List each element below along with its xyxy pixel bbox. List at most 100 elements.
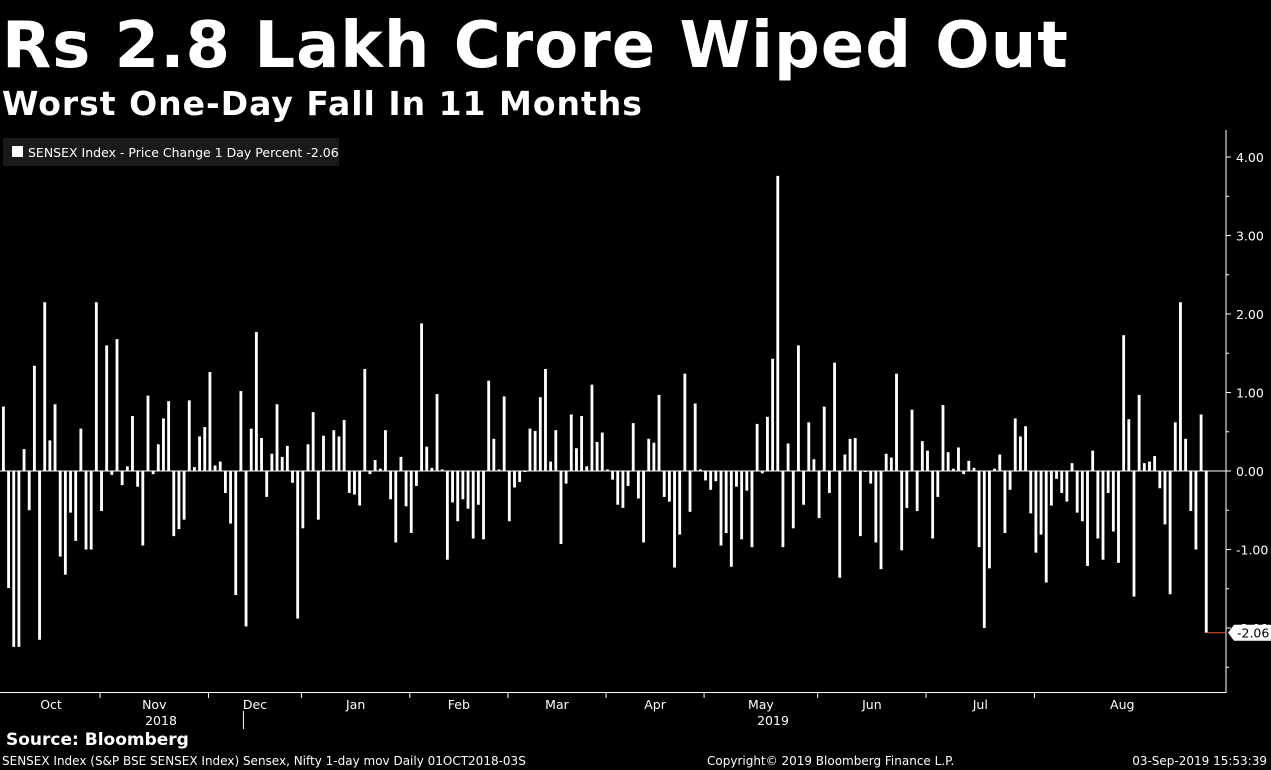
bar-40 xyxy=(208,372,212,471)
bar-160 xyxy=(827,471,831,493)
bar-81 xyxy=(420,323,423,471)
source-label: Source: Bloomberg xyxy=(6,730,189,750)
bar-105 xyxy=(544,368,547,471)
bar-3 xyxy=(17,471,21,647)
bar-83 xyxy=(430,467,434,471)
bar-202 xyxy=(1044,471,1048,583)
bar-48 xyxy=(249,428,253,471)
bar-37 xyxy=(193,467,196,471)
y-tick-label: 3.00 xyxy=(1236,229,1264,244)
bar-57 xyxy=(296,471,300,619)
bar-54 xyxy=(280,456,284,471)
bar-189 xyxy=(977,471,981,548)
bar-98 xyxy=(507,471,511,522)
bar-137 xyxy=(709,471,713,490)
bar-23 xyxy=(120,471,124,486)
bar-102 xyxy=(528,428,532,471)
bar-21 xyxy=(110,471,114,475)
bar-186 xyxy=(962,471,966,475)
bar-151 xyxy=(781,471,785,548)
bar-197 xyxy=(1018,436,1022,471)
bar-171 xyxy=(884,453,888,471)
bar-126 xyxy=(652,442,656,471)
bar-94 xyxy=(487,380,491,471)
bar-174 xyxy=(900,471,904,551)
bar-35 xyxy=(182,471,186,520)
bar-50 xyxy=(260,438,263,471)
bar-134 xyxy=(693,403,697,471)
bar-68 xyxy=(353,471,356,495)
bar-5 xyxy=(27,471,31,511)
bar-119 xyxy=(616,471,620,505)
bar-179 xyxy=(926,450,929,471)
bar-203 xyxy=(1049,471,1053,506)
bar-58 xyxy=(301,471,305,529)
last-value-label: -2.06 xyxy=(1237,626,1269,641)
bar-156 xyxy=(807,422,811,471)
bar-207 xyxy=(1070,463,1074,471)
bar-84 xyxy=(435,394,439,471)
bar-184 xyxy=(951,468,955,471)
bar-218 xyxy=(1127,419,1131,471)
bar-32 xyxy=(167,401,171,471)
bar-205 xyxy=(1060,471,1064,493)
axes-group: 4.003.002.001.000.00-1.00-2.00-2.06OctNo… xyxy=(0,130,1271,729)
bar-109 xyxy=(564,471,568,484)
bar-215 xyxy=(1111,471,1115,532)
bar-chart: 4.003.002.001.000.00-1.00-2.00-2.06OctNo… xyxy=(0,130,1271,729)
bar-148 xyxy=(766,416,769,471)
bar-33 xyxy=(172,471,176,537)
bar-53 xyxy=(275,404,279,471)
bar-225 xyxy=(1163,471,1167,525)
chart-subtitle: Worst One-Day Fall In 11 Months xyxy=(2,84,643,123)
bar-69 xyxy=(358,471,362,506)
bar-230 xyxy=(1189,471,1193,512)
bar-42 xyxy=(218,461,222,471)
bar-70 xyxy=(363,368,367,471)
bar-66 xyxy=(342,419,346,471)
bar-204 xyxy=(1055,471,1058,479)
bar-1 xyxy=(7,471,10,588)
bar-28 xyxy=(146,395,150,471)
bar-17 xyxy=(89,471,93,550)
bar-163 xyxy=(843,454,847,471)
x-tick-label: Dec xyxy=(243,697,267,712)
bar-107 xyxy=(554,430,558,471)
bar-116 xyxy=(600,432,604,471)
bar-31 xyxy=(162,418,165,471)
bar-212 xyxy=(1096,471,1100,539)
bar-27 xyxy=(141,471,145,546)
bar-140 xyxy=(724,471,728,534)
bar-51 xyxy=(265,471,269,497)
bar-0 xyxy=(2,406,5,471)
bar-226 xyxy=(1168,471,1172,595)
bar-128 xyxy=(662,471,666,497)
bar-192 xyxy=(993,468,997,471)
bar-127 xyxy=(657,394,661,471)
chart-title: Rs 2.8 Lakh Crore Wiped Out xyxy=(2,9,1069,83)
bar-188 xyxy=(972,467,976,471)
bar-135 xyxy=(698,469,702,471)
bar-178 xyxy=(920,441,924,471)
bar-185 xyxy=(957,447,960,471)
bar-112 xyxy=(580,416,584,471)
bar-67 xyxy=(347,471,351,493)
legend-label: SENSEX Index - Price Change 1 Day Percen… xyxy=(28,145,339,160)
bar-36 xyxy=(187,400,191,471)
bar-6 xyxy=(32,365,36,471)
bar-122 xyxy=(631,423,635,471)
bar-219 xyxy=(1132,471,1136,597)
bar-120 xyxy=(621,471,625,508)
bar-10 xyxy=(53,404,57,471)
bar-44 xyxy=(229,471,232,524)
bar-80 xyxy=(414,471,418,486)
bar-7 xyxy=(38,471,41,640)
bar-20 xyxy=(105,345,109,471)
x-tick-label: Apr xyxy=(644,697,666,712)
bar-95 xyxy=(492,438,496,471)
bar-227 xyxy=(1173,422,1177,471)
bar-158 xyxy=(817,471,821,519)
bar-64 xyxy=(332,430,336,471)
bar-130 xyxy=(673,471,676,568)
bar-180 xyxy=(931,471,935,539)
